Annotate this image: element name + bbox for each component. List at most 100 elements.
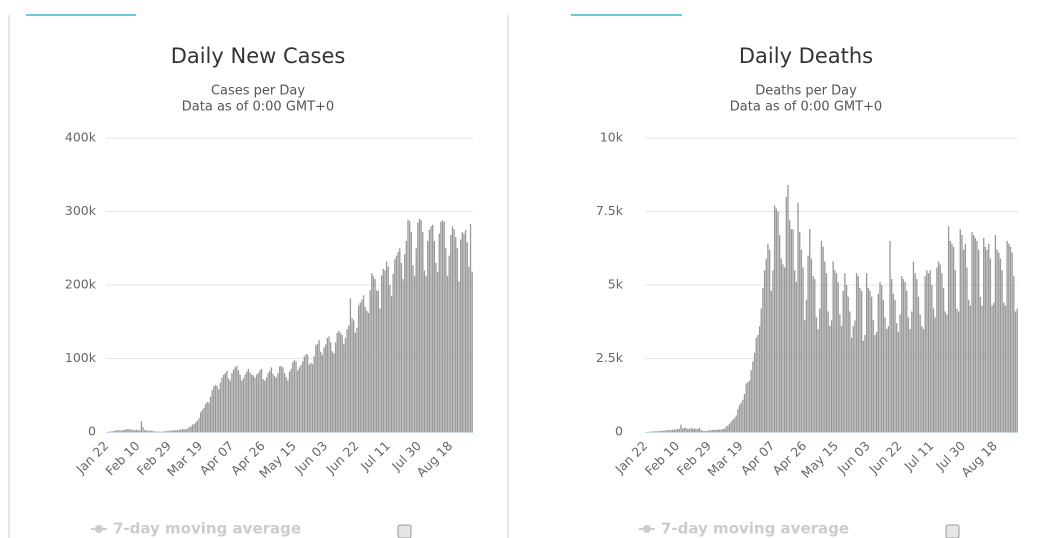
bar (834, 270, 836, 432)
bar (707, 430, 709, 432)
legend-label[interactable]: 7-day moving average (661, 520, 849, 538)
bar (681, 428, 684, 432)
legend-checkbox[interactable] (945, 524, 960, 538)
bar (956, 308, 958, 432)
bar (183, 429, 185, 432)
bar (394, 259, 396, 432)
bar (864, 334, 866, 432)
bar (952, 246, 955, 432)
bar (237, 370, 240, 432)
bar (229, 380, 231, 432)
bar (425, 276, 427, 432)
bar (914, 273, 916, 432)
bar (122, 430, 124, 432)
bar (329, 342, 332, 432)
bar (318, 340, 320, 432)
x-tick-label: Jun 22 (865, 438, 904, 477)
bar (812, 276, 814, 432)
y-tick-label: 5k (608, 277, 624, 292)
bar (785, 196, 788, 432)
bar (996, 249, 998, 432)
bar (145, 430, 147, 432)
bar (236, 365, 238, 432)
bar (144, 430, 146, 432)
bar (708, 430, 711, 432)
bar (942, 287, 945, 432)
bar (762, 287, 764, 432)
bar (777, 211, 779, 432)
bar (303, 356, 305, 432)
bar (308, 364, 310, 432)
bar (712, 429, 714, 432)
bar (326, 337, 329, 432)
bar (167, 431, 169, 432)
legend-label[interactable]: 7-day moving average (113, 520, 301, 538)
bar (385, 261, 388, 432)
bar (947, 226, 950, 432)
bar (857, 276, 859, 432)
bar (787, 185, 789, 432)
bar (946, 314, 948, 432)
bar (742, 399, 744, 432)
bar (971, 232, 973, 432)
bar (471, 271, 473, 432)
bar (845, 285, 848, 432)
bar (879, 282, 881, 432)
bar (859, 287, 861, 432)
bar (198, 418, 200, 432)
bar (130, 429, 133, 432)
bar (901, 276, 903, 432)
bar (1014, 311, 1017, 432)
bar (305, 354, 307, 432)
y-tick-label: 2.5k (596, 350, 624, 365)
bar (306, 354, 309, 432)
bar (655, 431, 657, 432)
bar (152, 430, 154, 432)
bar (264, 380, 266, 432)
bar (232, 369, 235, 432)
bar (456, 248, 459, 432)
bar (1004, 305, 1007, 432)
bar (882, 299, 885, 432)
bar (936, 267, 938, 432)
bar (374, 279, 376, 432)
bar (860, 290, 863, 432)
bar (353, 320, 355, 432)
bar (282, 367, 284, 432)
bar (670, 429, 672, 432)
bar (912, 261, 915, 432)
y-tick-label: 10k (600, 130, 624, 145)
bar (690, 427, 692, 432)
bar (300, 365, 302, 432)
bar (466, 242, 468, 432)
bar (656, 431, 659, 432)
bar (298, 367, 301, 432)
bar (111, 431, 113, 432)
bar (440, 221, 442, 432)
bar (809, 229, 811, 432)
bar (348, 325, 350, 432)
bar (906, 290, 908, 432)
legend-checkbox[interactable] (397, 524, 412, 538)
bar (842, 290, 844, 432)
bar (461, 232, 463, 432)
bar (124, 429, 126, 432)
bar (973, 235, 975, 432)
bar (978, 249, 980, 432)
bar (783, 267, 786, 432)
chart-subtitle: Cases per Day (211, 84, 305, 99)
bar (760, 308, 762, 432)
bar (867, 287, 869, 432)
bar (815, 317, 818, 432)
bar (323, 347, 325, 432)
bar (824, 261, 826, 432)
bar (455, 237, 457, 432)
bar (782, 264, 784, 432)
bar (653, 431, 655, 432)
bar (438, 233, 440, 432)
bar (661, 430, 664, 432)
bar (727, 425, 729, 432)
bar (432, 224, 434, 432)
bar (892, 293, 895, 432)
